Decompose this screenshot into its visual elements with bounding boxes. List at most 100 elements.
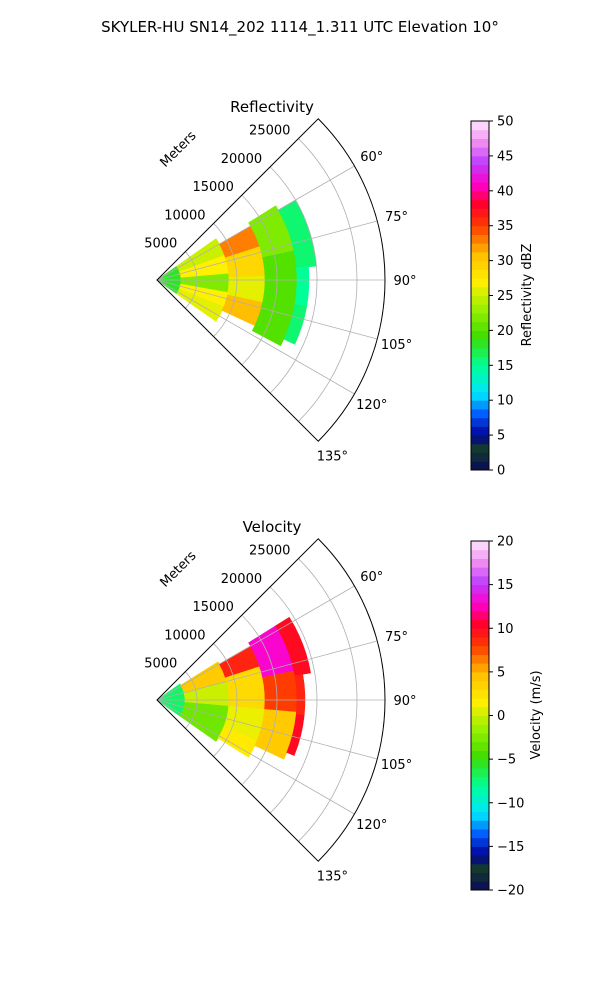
- reflectivity-colorbar-segment: [471, 199, 489, 209]
- velocity-colorbar-tick-label: 0: [497, 709, 505, 724]
- velocity-grid: [156, 538, 386, 862]
- velocity-colorbar-segment: [471, 872, 489, 882]
- velocity-labels: 5000 10000 15000 20000 25000 60° 75° 90° 105° 120…: [144, 544, 416, 885]
- velocity-colorbar-segment: [471, 776, 489, 786]
- velocity-azimuth-tick-label: 75°: [385, 630, 408, 645]
- velocity-colorbar-segment: [471, 663, 489, 673]
- velocity-colorbar-segment: [471, 610, 489, 621]
- reflectivity-colorbar-segment: [471, 234, 489, 244]
- reflectivity-colorbar-segment: [471, 391, 489, 401]
- velocity-colorbar-segment: [471, 706, 489, 716]
- reflectivity-colorbar-segment: [471, 356, 489, 366]
- reflectivity-colorbar-segment: [471, 216, 489, 227]
- reflectivity-azimuth-spoke: [156, 279, 355, 395]
- reflectivity-colorbar-label: Reflectivity dBZ: [520, 244, 535, 347]
- reflectivity-colorbar-segment: [471, 408, 489, 419]
- reflectivity-azimuth-tick-label: 135°: [317, 449, 348, 464]
- reflectivity-radial-tick-label: 5000: [144, 237, 177, 252]
- velocity-colorbar-segment: [471, 828, 489, 839]
- reflectivity-colorbar-segment: [471, 417, 489, 427]
- reflectivity-colorbar-segment: [471, 208, 489, 218]
- reflectivity-colorbar-segment: [471, 443, 489, 454]
- velocity-radial-tick-label: 5000: [144, 657, 177, 672]
- reflectivity-colorbar-tick-label: 20: [497, 324, 514, 339]
- reflectivity-azimuth-spoke: [156, 220, 378, 281]
- velocity-colorbar-tick-label: −15: [497, 840, 524, 855]
- velocity-colorbar-segment: [471, 584, 489, 594]
- velocity-radial-tick-label: 25000: [249, 544, 290, 559]
- reflectivity-colorbar-segment: [471, 312, 489, 323]
- reflectivity-colorbar-segment: [471, 347, 489, 358]
- reflectivity-colorbar-segment: [471, 461, 489, 471]
- reflectivity-colorbar-tick-label: 25: [497, 289, 514, 304]
- velocity-azimuth-tick-label: 90°: [393, 694, 416, 709]
- velocity-colorbar-segment: [471, 698, 489, 708]
- velocity-colorbar-segment: [471, 602, 489, 612]
- velocity-colorbar-segment: [471, 619, 489, 629]
- reflectivity-range-label: Meters: [158, 128, 200, 170]
- velocity-colorbar-tick-label: −5: [497, 753, 516, 768]
- velocity-azimuth-tick-label: 120°: [356, 818, 387, 833]
- reflectivity-colorbar-segment: [471, 147, 489, 157]
- velocity-colorbar-segment: [471, 741, 489, 751]
- velocity-colorbar-segment: [471, 567, 489, 577]
- reflectivity-colorbar-segment: [471, 330, 489, 340]
- velocity-azimuth-tick-label: 60°: [360, 570, 383, 585]
- velocity-colorbar-segment: [471, 863, 489, 874]
- reflectivity-colorbar-segment: [471, 129, 489, 139]
- velocity-colorbar-label: Velocity (m/s): [529, 670, 544, 759]
- velocity-colorbar-segment: [471, 593, 489, 603]
- reflectivity-azimuth-spoke: [156, 279, 378, 340]
- reflectivity-azimuth-tick-label: 105°: [381, 338, 412, 353]
- velocity-radial-tick-label: 15000: [192, 600, 233, 615]
- velocity-colorbar-tick-label: 15: [497, 578, 514, 593]
- reflectivity-colorbar-segment: [471, 374, 489, 384]
- reflectivity-colorbar-segment: [471, 452, 489, 462]
- velocity-colorbar: −20 −15 −10 −5 0 5 10 15 20: [470, 535, 524, 899]
- reflectivity-colorbar-tick-label: 30: [497, 254, 514, 269]
- velocity-azimuth-spoke: [156, 699, 355, 815]
- reflectivity-panel: Reflectivity 5000 10000 15000 20000 25000 60°…: [144, 98, 535, 479]
- velocity-colorbar-tick-label: 5: [497, 665, 505, 680]
- reflectivity-grid: [156, 118, 386, 442]
- reflectivity-azimuth-tick-label: 75°: [385, 210, 408, 225]
- reflectivity-colorbar-segment: [471, 435, 489, 445]
- velocity-panel: Velocity 5000 10000 15000 20000 25000 60° 75° 9…: [144, 518, 544, 899]
- figure-title: SKYLER-HU SN14_202 1114_1.311 UTC Elevat…: [101, 18, 499, 37]
- velocity-echo-region: [262, 670, 298, 713]
- velocity-colorbar-segment: [471, 541, 489, 551]
- velocity-colorbar-tick-label: −20: [497, 884, 524, 899]
- velocity-sector-frame: [156, 538, 386, 862]
- reflectivity-colorbar-segment: [471, 182, 489, 192]
- reflectivity-azimuth-tick-label: 120°: [356, 398, 387, 413]
- velocity-colorbar-segment: [471, 855, 489, 865]
- velocity-colorbar-segment: [471, 549, 489, 559]
- velocity-colorbar-segment: [471, 680, 489, 690]
- velocity-colorbar-segment: [471, 785, 489, 795]
- reflectivity-colorbar-segment: [471, 426, 489, 436]
- velocity-radial-tick-label: 20000: [221, 572, 262, 587]
- velocity-azimuth-tick-label: 105°: [381, 758, 412, 773]
- velocity-colorbar-segment: [471, 732, 489, 743]
- velocity-azimuth-spoke: [156, 585, 355, 701]
- velocity-colorbar-segment: [471, 750, 489, 760]
- reflectivity-colorbar-segment: [471, 295, 489, 305]
- reflectivity-colorbar-tick-label: 15: [497, 359, 514, 374]
- reflectivity-radial-tick-label: 20000: [221, 152, 262, 167]
- velocity-echo-region: [286, 714, 305, 756]
- reflectivity-colorbar-segment: [471, 243, 489, 253]
- reflectivity-colorbar-tick-label: 10: [497, 394, 514, 409]
- reflectivity-colorbar-segment: [471, 164, 489, 174]
- reflectivity-colorbar-segment: [471, 286, 489, 296]
- reflectivity-colorbar-segment: [471, 173, 489, 183]
- velocity-colorbar-segment: [471, 689, 489, 699]
- velocity-colorbar-tick-label: −10: [497, 796, 524, 811]
- velocity-colorbar-segment: [471, 645, 489, 655]
- velocity-azimuth-spoke: [156, 640, 378, 701]
- velocity-colorbar-segment: [471, 636, 489, 647]
- velocity-colorbar-segment: [471, 715, 489, 725]
- reflectivity-colorbar-segment: [471, 339, 489, 349]
- reflectivity-colorbar-segment: [471, 269, 489, 279]
- velocity-colorbar-segment: [471, 671, 489, 682]
